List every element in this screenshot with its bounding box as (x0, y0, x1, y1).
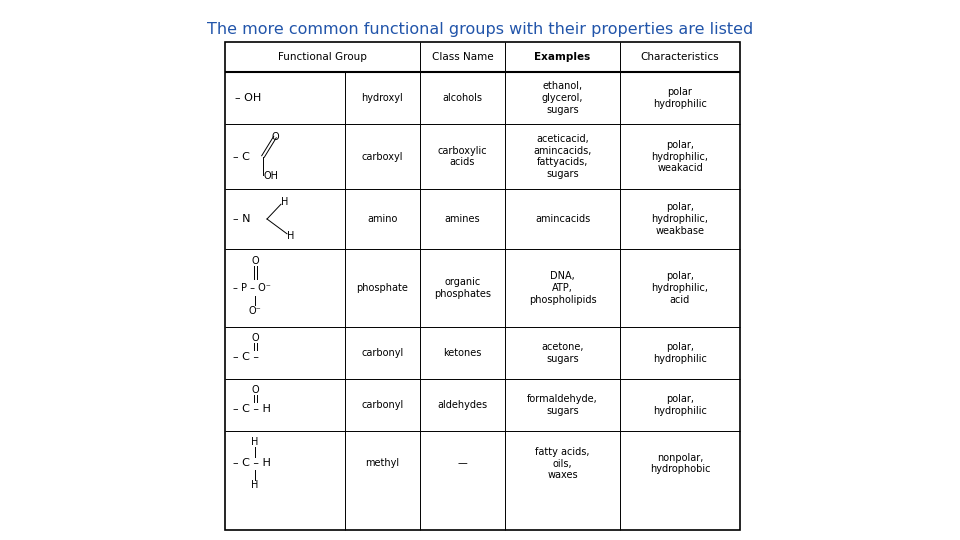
Text: O: O (271, 132, 278, 142)
Text: ethanol,
glycerol,
sugars: ethanol, glycerol, sugars (541, 82, 584, 114)
Text: hydroxyl: hydroxyl (362, 93, 403, 103)
Text: aldehydes: aldehydes (438, 400, 488, 410)
Text: – C – H: – C – H (233, 458, 271, 469)
Text: polar,
hydrophilic: polar, hydrophilic (653, 342, 707, 364)
Text: organic
phosphates: organic phosphates (434, 277, 491, 299)
Text: aceticacid,
amincacids,
fattyacids,
sugars: aceticacid, amincacids, fattyacids, suga… (534, 134, 591, 179)
Text: H: H (287, 231, 295, 241)
Text: OH: OH (263, 171, 278, 181)
Text: Characteristics: Characteristics (640, 52, 719, 62)
Text: – C – H: – C – H (233, 404, 271, 414)
Text: Examples: Examples (535, 52, 590, 62)
Text: The more common functional groups with their properties are listed: The more common functional groups with t… (206, 22, 754, 37)
Text: ketones: ketones (444, 348, 482, 358)
Text: methyl: methyl (366, 458, 399, 469)
Text: amincacids: amincacids (535, 214, 590, 224)
Text: – C: – C (233, 152, 250, 161)
Text: – P – O⁻: – P – O⁻ (233, 283, 271, 293)
Text: polar
hydrophilic: polar hydrophilic (653, 87, 707, 109)
Text: – OH: – OH (235, 93, 261, 103)
Text: O⁻: O⁻ (249, 306, 261, 316)
Text: O: O (252, 256, 259, 266)
Text: acetone,
sugars: acetone, sugars (541, 342, 584, 364)
Text: – N: – N (233, 214, 251, 224)
Text: – C –: – C – (233, 352, 259, 362)
Text: polar,
hydrophilic: polar, hydrophilic (653, 394, 707, 416)
Text: O: O (252, 333, 259, 343)
Text: alcohols: alcohols (443, 93, 483, 103)
Text: Class Name: Class Name (432, 52, 493, 62)
Text: formaldehyde,
sugars: formaldehyde, sugars (527, 394, 598, 416)
Text: H: H (281, 197, 289, 207)
Text: nonpolar,
hydrophobic: nonpolar, hydrophobic (650, 453, 710, 474)
Text: polar,
hydrophilic,
acid: polar, hydrophilic, acid (652, 272, 708, 305)
Text: DNA,
ATP,
phospholipids: DNA, ATP, phospholipids (529, 272, 596, 305)
Bar (225, 42, 740, 530)
Text: carboxyl: carboxyl (362, 152, 403, 161)
Text: carbonyl: carbonyl (361, 348, 403, 358)
Text: amino: amino (368, 214, 397, 224)
Text: phosphate: phosphate (356, 283, 408, 293)
Text: carboxylic
acids: carboxylic acids (438, 146, 488, 167)
Text: polar,
hydrophilic,
weakacid: polar, hydrophilic, weakacid (652, 140, 708, 173)
Text: fatty acids,
oils,
waxes: fatty acids, oils, waxes (536, 447, 589, 480)
Text: O: O (252, 386, 259, 395)
Text: H: H (252, 437, 258, 447)
Text: Functional Group: Functional Group (278, 52, 367, 62)
Text: H: H (252, 480, 258, 490)
Text: amines: amines (444, 214, 480, 224)
Text: carbonyl: carbonyl (361, 400, 403, 410)
Text: —: — (458, 458, 468, 469)
Text: polar,
hydrophilic,
weakbase: polar, hydrophilic, weakbase (652, 202, 708, 235)
